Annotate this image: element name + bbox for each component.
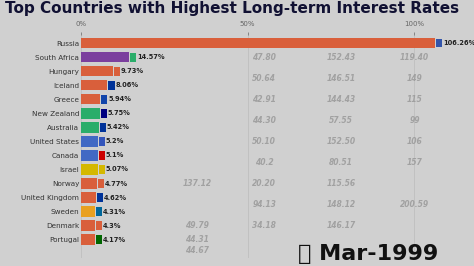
Text: 115.56: 115.56 <box>327 179 356 188</box>
Bar <box>81 150 98 161</box>
Text: 119.40: 119.40 <box>400 53 429 61</box>
Bar <box>81 80 108 90</box>
Text: 8.06%: 8.06% <box>116 82 138 88</box>
Text: 152.50: 152.50 <box>327 137 356 146</box>
Text: 149: 149 <box>407 74 422 83</box>
FancyBboxPatch shape <box>99 151 105 160</box>
FancyBboxPatch shape <box>99 165 105 174</box>
Text: 5.1%: 5.1% <box>106 152 124 159</box>
Text: 5.07%: 5.07% <box>106 167 128 172</box>
Text: 4.62%: 4.62% <box>104 195 127 201</box>
FancyBboxPatch shape <box>130 53 136 61</box>
FancyBboxPatch shape <box>96 221 102 230</box>
Bar <box>81 122 99 132</box>
Text: 5.42%: 5.42% <box>107 124 130 130</box>
Text: 34.18: 34.18 <box>252 221 276 230</box>
FancyBboxPatch shape <box>99 137 105 146</box>
Text: 5.75%: 5.75% <box>108 110 131 116</box>
Text: 47.80: 47.80 <box>252 53 276 61</box>
Text: 42.91: 42.91 <box>252 95 276 104</box>
Text: 14.57%: 14.57% <box>137 54 165 60</box>
FancyBboxPatch shape <box>95 235 101 244</box>
Text: 50.64: 50.64 <box>252 74 276 83</box>
Text: 44.31: 44.31 <box>185 235 210 244</box>
Text: ⧖ Mar-1999: ⧖ Mar-1999 <box>298 244 438 264</box>
Text: 57.55: 57.55 <box>329 116 353 125</box>
Text: 44.67: 44.67 <box>185 247 210 256</box>
Bar <box>81 221 95 231</box>
Text: 152.43: 152.43 <box>327 53 356 61</box>
FancyBboxPatch shape <box>109 81 115 90</box>
Bar <box>81 178 97 189</box>
FancyBboxPatch shape <box>96 207 102 216</box>
Bar <box>81 38 435 48</box>
Bar <box>81 235 94 245</box>
Bar <box>81 164 98 175</box>
Text: 146.17: 146.17 <box>327 221 356 230</box>
Text: 5.2%: 5.2% <box>106 138 124 144</box>
Text: 99: 99 <box>409 116 419 125</box>
Text: 106: 106 <box>407 137 422 146</box>
Text: 148.12: 148.12 <box>327 200 356 209</box>
Text: 106.26%: 106.26% <box>443 40 474 46</box>
Text: 115: 115 <box>407 95 422 104</box>
Bar <box>81 52 129 62</box>
Text: 44.30: 44.30 <box>252 116 276 125</box>
Bar <box>81 108 100 119</box>
FancyBboxPatch shape <box>114 67 120 76</box>
Text: 4.17%: 4.17% <box>102 237 126 243</box>
Text: 4.77%: 4.77% <box>105 181 128 186</box>
Text: 94.13: 94.13 <box>252 200 276 209</box>
FancyBboxPatch shape <box>101 95 108 104</box>
Text: 40.2: 40.2 <box>255 158 273 167</box>
Text: 20.20: 20.20 <box>252 179 276 188</box>
FancyBboxPatch shape <box>100 123 106 132</box>
Text: 80.51: 80.51 <box>329 158 353 167</box>
Text: 4.31%: 4.31% <box>103 209 126 215</box>
Bar <box>81 192 96 203</box>
Text: 9.73%: 9.73% <box>121 68 144 74</box>
Text: 137.12: 137.12 <box>183 179 212 188</box>
Text: 5.94%: 5.94% <box>109 96 131 102</box>
Bar <box>81 206 95 217</box>
FancyBboxPatch shape <box>101 109 107 118</box>
Bar <box>81 94 100 105</box>
FancyBboxPatch shape <box>437 39 442 48</box>
Text: 4.3%: 4.3% <box>103 223 121 229</box>
Bar <box>81 136 98 147</box>
Text: 200.59: 200.59 <box>400 200 429 209</box>
Bar <box>81 66 113 76</box>
Text: 50.10: 50.10 <box>252 137 276 146</box>
FancyBboxPatch shape <box>98 179 103 188</box>
Text: Top Countries with Highest Long-term Interest Rates: Top Countries with Highest Long-term Int… <box>5 1 459 16</box>
Text: 146.51: 146.51 <box>327 74 356 83</box>
Text: 144.43: 144.43 <box>327 95 356 104</box>
Text: 157: 157 <box>407 158 422 167</box>
Text: 49.79: 49.79 <box>185 221 210 230</box>
FancyBboxPatch shape <box>97 193 103 202</box>
